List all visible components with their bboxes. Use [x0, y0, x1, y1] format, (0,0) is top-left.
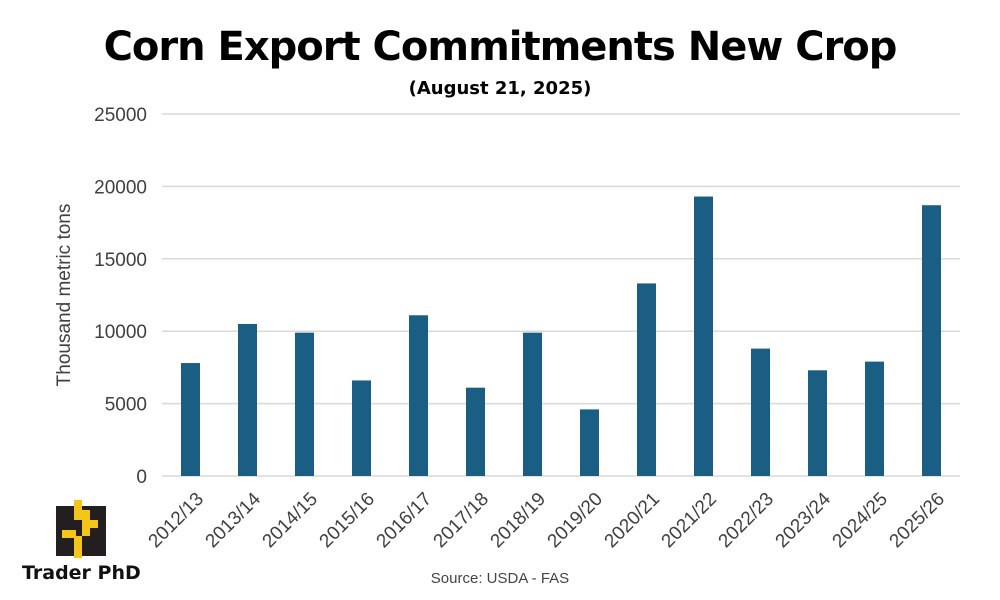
gridlines — [162, 113, 960, 477]
y-tick-label: 25000 — [94, 105, 147, 126]
bar — [523, 332, 542, 476]
logo-text: Trader PhD — [22, 562, 141, 584]
source-note: Source: USDA - FAS — [430, 570, 570, 587]
x-tick-label: 2025/26 — [886, 489, 949, 552]
bars — [181, 196, 941, 476]
x-tick-label: 2017/18 — [430, 489, 493, 552]
bar — [637, 283, 656, 476]
y-tick-label: 10000 — [94, 322, 147, 343]
y-axis-ticks: 0 5000 10000 15000 20000 25000 — [94, 105, 147, 488]
bar — [808, 370, 827, 476]
chart-subtitle: (August 21, 2025) — [408, 78, 592, 99]
y-tick-label: 0 — [136, 467, 147, 488]
x-tick-label: 2016/17 — [373, 489, 436, 552]
chart-title: Corn Export Commitments New Crop — [103, 24, 898, 70]
x-tick-label: 2013/14 — [202, 488, 266, 552]
x-tick-label: 2015/16 — [316, 489, 379, 552]
y-tick-label: 15000 — [94, 250, 147, 271]
bar — [694, 196, 713, 476]
bar — [409, 315, 428, 476]
x-tick-label: 2022/23 — [715, 489, 778, 552]
bar — [181, 363, 200, 476]
x-tick-label: 2014/15 — [259, 489, 322, 552]
y-tick-label: 5000 — [105, 395, 147, 416]
bar — [238, 323, 257, 476]
y-axis-label: Thousand metric tons — [54, 204, 75, 387]
bar — [352, 380, 371, 476]
bar — [466, 387, 485, 476]
trader-phd-logo: Trader PhD — [22, 500, 142, 590]
x-tick-label: 2019/20 — [544, 489, 607, 552]
bar — [922, 205, 941, 476]
x-tick-label: 2012/13 — [145, 489, 208, 552]
bar — [580, 409, 599, 476]
trader-phd-logo-icon — [56, 500, 106, 558]
x-axis-ticks: 2012/132013/142014/152015/162016/172017/… — [145, 488, 949, 552]
bar — [751, 348, 770, 476]
y-tick-label: 20000 — [94, 177, 147, 198]
bar — [865, 361, 884, 476]
bar — [295, 332, 314, 476]
x-tick-label: 2018/19 — [487, 489, 550, 552]
x-tick-label: 2023/24 — [772, 488, 836, 552]
x-tick-label: 2021/22 — [658, 489, 721, 552]
x-tick-label: 2024/25 — [829, 489, 892, 552]
x-tick-label: 2020/21 — [601, 489, 664, 552]
